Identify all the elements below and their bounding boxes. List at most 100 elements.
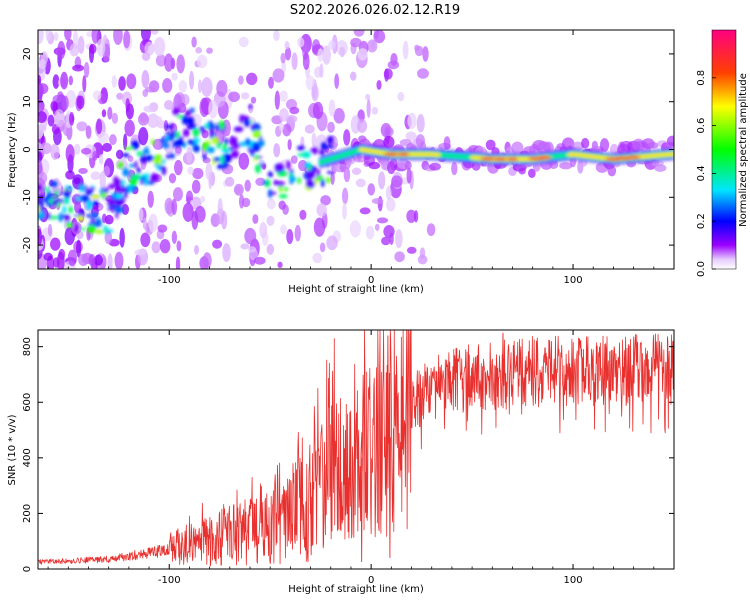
snr-ytick-label: 800 [22, 337, 33, 356]
spectrogram-noise-blob [81, 147, 92, 155]
spectrogram-noise-blob [222, 243, 231, 263]
spectrogram-noise-blob [45, 30, 52, 42]
spectrogram-noise-blob [171, 230, 178, 244]
spectrogram-noise-blob [175, 145, 182, 155]
spectrogram-xtick-label: -100 [158, 275, 181, 286]
spectrogram-noise-blob [173, 93, 183, 113]
spectrogram-blob [42, 196, 49, 203]
spectrogram-noise-blob [194, 205, 206, 223]
colorbar-tick-label: 0.0 [696, 261, 707, 277]
spectrogram-noise-blob [376, 79, 382, 90]
spectrogram-noise-blob [143, 105, 156, 113]
spectrogram-blob [213, 156, 221, 162]
spectrogram-blob [81, 227, 85, 232]
spectrogram-noise-blob [134, 249, 147, 256]
spectrogram-noise-blob [186, 146, 193, 164]
spectrogram-haze-blob [581, 137, 590, 149]
spectrogram-noise-blob [88, 253, 96, 267]
spectrogram-noise-blob [57, 91, 64, 100]
spectrogram-blob [278, 193, 288, 199]
spectrogram-noise-blob [119, 227, 125, 248]
spectrogram-noise-blob [240, 243, 250, 250]
spectrogram-blob [50, 180, 58, 187]
spectrogram-blob [66, 192, 71, 196]
spectrogram-blob [160, 137, 165, 143]
spectrogram-blob [122, 167, 130, 177]
spectrogram-noise-blob [187, 166, 194, 175]
spectrogram-noise-blob [151, 241, 161, 254]
spectrogram-blob [107, 183, 116, 190]
spectrogram-noise-blob [274, 90, 280, 110]
spectrogram-noise-blob [111, 75, 117, 88]
spectrogram-blob [142, 148, 150, 155]
spectrogram-blob [204, 123, 210, 129]
spectrogram-noise-blob [155, 115, 163, 126]
spectrogram-blob [130, 173, 141, 181]
spectrogram-noise-blob [102, 142, 113, 153]
spectrogram-blob [91, 212, 99, 219]
spectrogram-blob [229, 136, 238, 146]
spectrogram-noise-blob [123, 133, 128, 151]
spectrogram-blob [215, 123, 220, 131]
spectrogram-noise-blob [118, 76, 126, 91]
spectrogram-blob [222, 142, 227, 151]
spectrogram-x-label: Height of straight line (km) [288, 284, 424, 295]
spectrogram-noise-blob [126, 73, 137, 90]
spectrogram-noise-blob [78, 167, 88, 174]
spectrogram-blob [275, 180, 286, 187]
spectrogram-noise-blob [144, 41, 155, 56]
spectrogram-noise-blob [305, 75, 315, 91]
spectrogram-blob [182, 128, 190, 137]
spectrogram-noise-blob [385, 185, 392, 201]
spectrogram-noise-blob [61, 95, 69, 111]
spectrogram-noise-blob [189, 70, 195, 90]
spectrogram-noise-blob [285, 114, 298, 124]
spectrogram-y-label: Frequency (Hz) [7, 112, 18, 188]
spectrogram-blob [124, 146, 134, 151]
colorbar: 0.0 0.2 0.4 0.6 0.8 Normalized spectral ampl… [696, 29, 749, 277]
spectrogram-blob [74, 213, 78, 218]
snr-xtick-label: -100 [158, 575, 181, 586]
spectrogram-ytick-label: 0 [22, 146, 33, 152]
spectrogram-blob [309, 148, 319, 153]
spectrogram-blob [149, 172, 160, 183]
spectrogram-noise-blob [47, 114, 55, 127]
spectrogram-blob [133, 160, 138, 169]
spectrogram-noise-blob [176, 54, 186, 74]
spectrogram-noise-blob [359, 207, 371, 215]
spectrogram-noise-blob [202, 252, 212, 269]
snr-ytick-label: 0 [22, 566, 33, 572]
spectrogram-noise-blob [140, 30, 151, 42]
spectrogram-noise-blob [357, 119, 368, 133]
spectrogram-noise-blob [330, 171, 335, 185]
spectrogram-haze-blob [527, 168, 536, 178]
spectrogram-noise-blob [155, 54, 167, 67]
spectrogram-noise-blob [279, 90, 288, 103]
spectrogram-blob [169, 153, 175, 159]
spectrogram-noise-blob [259, 221, 268, 239]
spectrogram-haze-blob [654, 164, 667, 172]
spectrogram-noise-blob [284, 46, 292, 61]
spectrogram-blob [44, 186, 50, 192]
spectrogram-blob [78, 184, 86, 192]
spectrogram-blob [38, 204, 41, 214]
spectrogram-noise-blob [176, 240, 182, 252]
spectrogram-blob [90, 194, 100, 199]
snr-series [38, 330, 674, 567]
spectrogram-blob [144, 146, 149, 150]
colorbar-label: Normalized spectral amplitude [738, 73, 749, 227]
spectrogram-blob [301, 151, 311, 159]
spectrogram-blob [86, 200, 93, 211]
spectrogram-blob [230, 150, 240, 159]
spectrogram-blob [167, 136, 174, 141]
spectrogram-haze-blob [353, 155, 367, 163]
spectrogram-noise-blob [391, 175, 403, 188]
spectrogram-noise-blob [94, 254, 103, 266]
spectrogram-noise-blob [278, 122, 284, 132]
spectrogram-noise-blob [326, 235, 338, 251]
spectrogram-noise-blob [65, 170, 75, 180]
spectrogram-haze-blob [404, 161, 412, 170]
spectrogram-blob [267, 188, 273, 198]
spectrogram-haze-blob [607, 165, 617, 177]
